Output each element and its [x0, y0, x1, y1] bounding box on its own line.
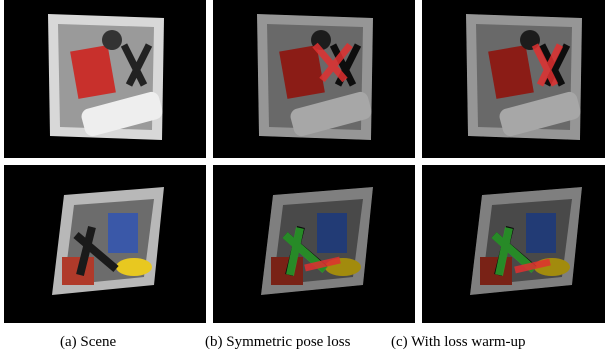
caption: (a) Scene [60, 334, 116, 351]
caption: (c) With loss warm-up [391, 334, 526, 351]
caption: (b) Symmetric pose loss [205, 334, 350, 351]
figure-images [0, 0, 605, 325]
figure: (a) Scene (b) Symmetric pose loss (c) Wi… [0, 0, 605, 360]
